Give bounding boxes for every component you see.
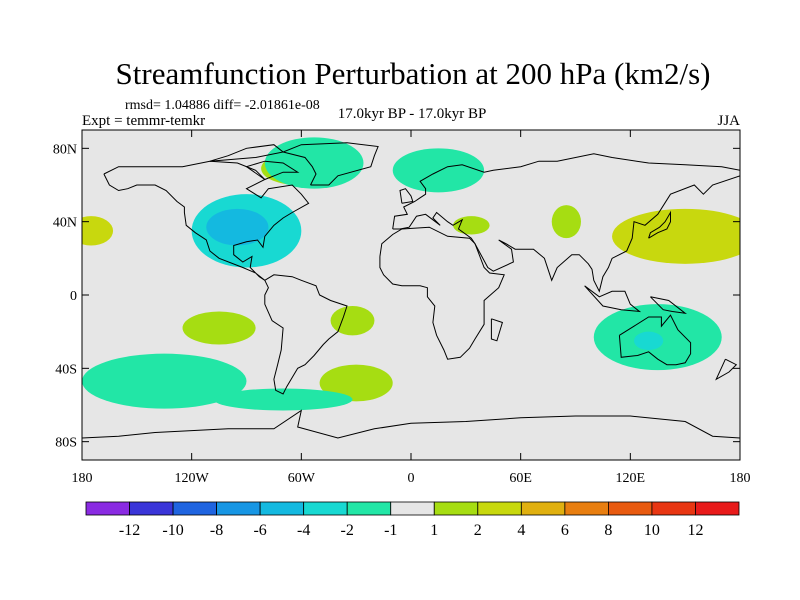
colorbar-swatch xyxy=(172,501,217,516)
colorbar-swatch xyxy=(346,501,392,516)
region-south-pacific-negative xyxy=(82,353,247,409)
y-tick-label: 80S xyxy=(55,436,77,451)
colorbar-label: 2 xyxy=(474,522,482,539)
colorbar-swatch xyxy=(651,501,696,516)
y-tick-label: 40N xyxy=(53,216,77,231)
coastline-british-isles xyxy=(399,188,414,204)
colorbar-label: 1 xyxy=(430,522,438,539)
coastline-south-america xyxy=(264,274,348,395)
x-tick-label: 120E xyxy=(616,471,646,486)
colorbar-label: 12 xyxy=(687,522,703,539)
x-axis: 180 120W 60W 0 60E 120E 180 xyxy=(72,130,751,486)
region-south-atlantic-positive-2 xyxy=(319,364,393,402)
coastline-australia xyxy=(618,314,692,366)
y-tick-label: 0 xyxy=(70,289,77,304)
colorbar-label: 4 xyxy=(517,522,525,539)
stats-text: rmsd= 1.04886 diff= -2.01861e-08 xyxy=(125,98,320,113)
region-north-america-core xyxy=(206,208,269,246)
colorbar-swatch xyxy=(390,501,435,516)
chart-title: Streamfunction Perturbation at 200 hPa (… xyxy=(116,56,711,91)
colorbar-label: -12 xyxy=(119,522,140,539)
colorbar-label: -2 xyxy=(341,522,354,539)
x-tick-label: 0 xyxy=(408,471,415,486)
colorbar-swatch xyxy=(216,501,261,516)
colorbar-label: 6 xyxy=(561,522,569,539)
y-tick-label: 40S xyxy=(55,362,77,377)
colorbar-swatch xyxy=(85,501,130,516)
coastline-africa xyxy=(379,226,505,360)
x-tick-label: 60W xyxy=(288,471,316,486)
colorbar-label: -8 xyxy=(210,522,223,539)
coastline-antarctica xyxy=(82,409,740,439)
colorbar-label: -10 xyxy=(162,522,183,539)
coastline-eurasia xyxy=(392,153,740,293)
region-south-pacific-positive xyxy=(182,311,256,345)
region-dateline-positive-north xyxy=(82,216,114,246)
colorbar-swatch xyxy=(259,501,305,516)
colorbar-swatch xyxy=(608,501,653,516)
colorbar-swatch xyxy=(695,501,740,516)
colorbar-swatch xyxy=(433,501,479,516)
x-tick-label: 180 xyxy=(730,471,751,486)
coastline-baffin-island xyxy=(245,160,300,180)
x-tick-label: 180 xyxy=(72,471,93,486)
colorbar-swatch xyxy=(520,501,566,516)
coastline-indonesia xyxy=(584,285,642,313)
coastline-new-zealand xyxy=(715,358,738,381)
coastline-new-guinea xyxy=(650,296,687,315)
colorbar-label: -4 xyxy=(297,522,310,539)
season-label: JJA xyxy=(717,113,740,129)
region-scandinavia-negative xyxy=(392,148,485,193)
colorbar-swatch xyxy=(477,501,522,516)
coastline-japan xyxy=(648,210,671,239)
coastlines xyxy=(82,142,740,439)
coastline-greenland xyxy=(281,142,379,186)
coastline-arctic-islands xyxy=(209,144,285,162)
coastline-madagascar xyxy=(490,318,504,342)
colorbar-label: 10 xyxy=(644,522,660,539)
y-tick-label: 80N xyxy=(53,142,77,157)
colorbar-swatch xyxy=(303,501,348,516)
colorbar: -12 -10 -8 -6 -4 -2 -1 1 2 4 6 8 10 12 xyxy=(85,501,740,539)
region-southern-ocean-negative xyxy=(213,388,353,411)
colorbar-label: 8 xyxy=(604,522,612,539)
region-australia-core xyxy=(633,331,664,351)
colorbar-swatch xyxy=(564,501,609,516)
y-axis: 80N 40N 0 40S 80S xyxy=(53,142,740,451)
x-tick-label: 120W xyxy=(175,471,210,486)
region-central-asia-positive xyxy=(551,205,581,239)
colorbar-label: -6 xyxy=(253,522,266,539)
region-south-atlantic-positive xyxy=(330,306,375,336)
experiment-label: Expt = temmr-temkr xyxy=(82,113,205,129)
region-europe-positive xyxy=(453,216,490,235)
coastline-north-america xyxy=(103,160,310,281)
contour-regions xyxy=(82,137,740,411)
period-label: 17.0kyr BP - 17.0kyr BP xyxy=(338,106,487,122)
region-west-pacific-positive xyxy=(612,208,740,264)
colorbar-label: -1 xyxy=(384,522,397,539)
colorbar-swatch xyxy=(129,501,174,516)
x-tick-label: 60E xyxy=(509,471,532,486)
